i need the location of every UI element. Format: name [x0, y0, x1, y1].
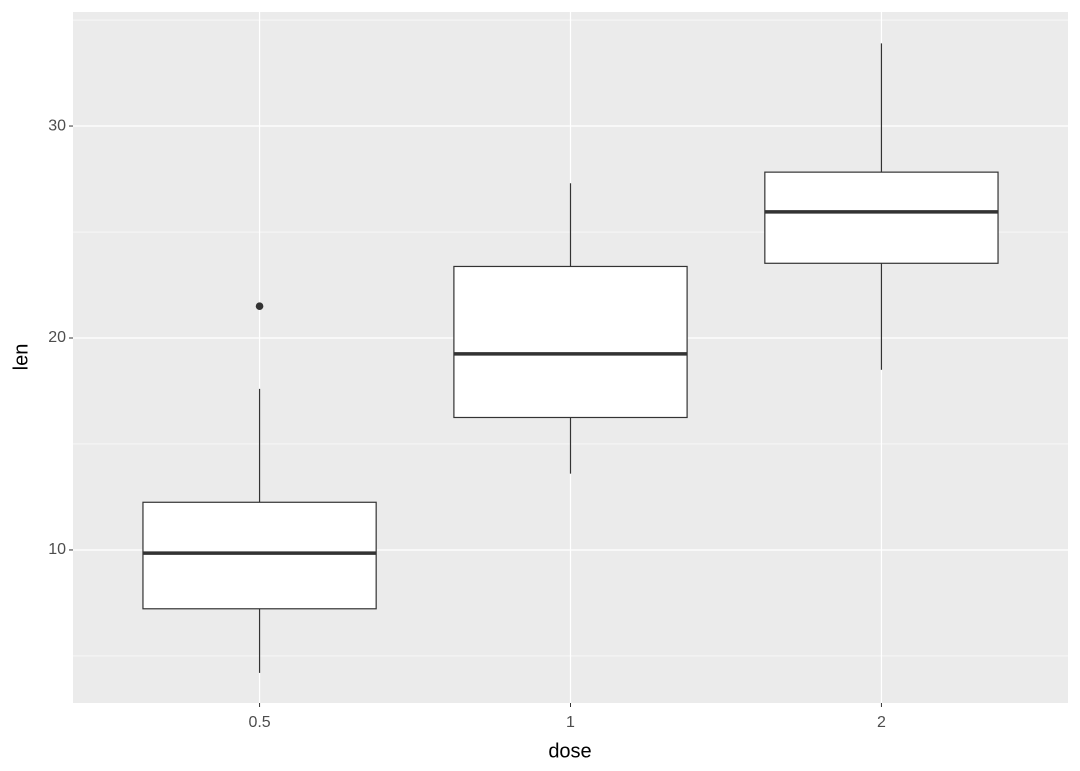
y-tick-label: 10 [48, 541, 66, 558]
x-axis-title: dose [548, 740, 591, 762]
x-tick-label: 0.5 [248, 714, 270, 731]
y-axis-title: len [10, 344, 32, 371]
x-tick-label: 1 [566, 714, 575, 731]
box [453, 265, 688, 419]
x-tick-label: 2 [877, 714, 886, 731]
outlier [255, 302, 264, 311]
y-tick-label: 20 [48, 329, 66, 346]
y-tick-label: 30 [48, 117, 66, 134]
box [142, 501, 377, 610]
box [764, 171, 999, 264]
